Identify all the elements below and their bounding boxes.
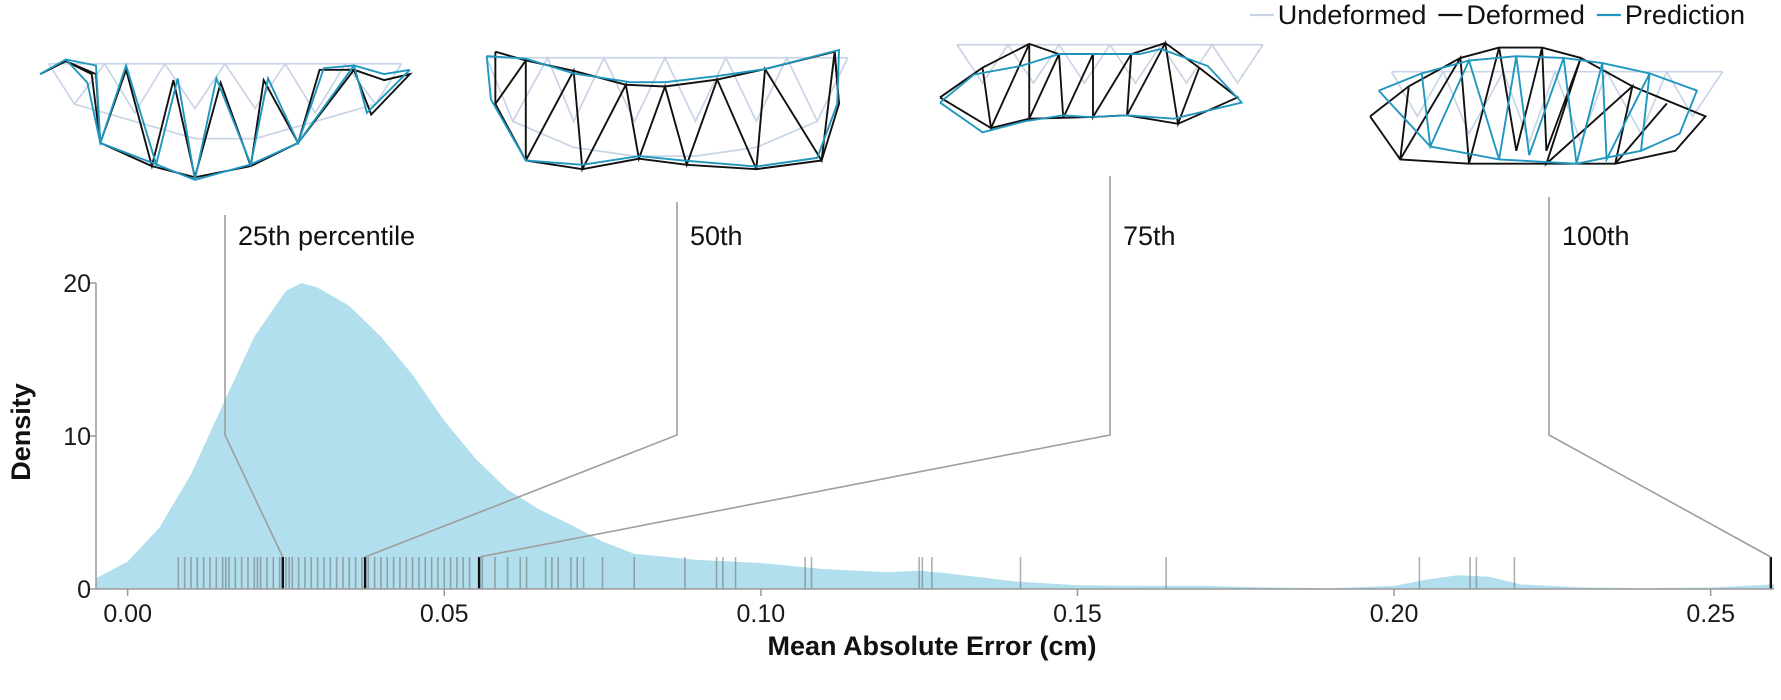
mesh-inset-50th xyxy=(485,48,849,173)
y-tick-label: 0 xyxy=(77,576,91,604)
mesh-inset-100th xyxy=(1369,46,1724,167)
x-tick-label: 0.00 xyxy=(103,600,152,628)
leader-lines xyxy=(224,176,1773,589)
percentile-label: 25th percentile xyxy=(238,221,415,251)
y-axis: 0 10 20 xyxy=(63,270,97,604)
legend-label: Prediction xyxy=(1625,0,1745,30)
y-tick-label: 10 xyxy=(63,423,91,451)
x-axis: 0.00 0.05 0.10 0.15 0.20 0.25 xyxy=(96,588,1774,628)
legend-label: Deformed xyxy=(1466,0,1585,30)
x-tick-label: 0.20 xyxy=(1370,600,1419,628)
rug-marks xyxy=(177,557,1516,589)
leader-line xyxy=(364,202,678,558)
legend: Prediction Deformed Undeformed xyxy=(1249,0,1745,30)
x-tick-label: 0.10 xyxy=(737,600,786,628)
mesh-inset-25th xyxy=(39,58,413,181)
leader-line xyxy=(224,215,284,558)
leader-line xyxy=(478,176,1111,558)
x-tick-label: 0.25 xyxy=(1686,600,1735,628)
percentile-labels: 25th percentile 50th 75th 100th xyxy=(238,221,1630,251)
x-tick-label: 0.15 xyxy=(1053,600,1102,628)
x-axis-title: Mean Absolute Error (cm) xyxy=(767,631,1096,661)
percentile-label: 100th xyxy=(1562,221,1630,251)
mesh-insets xyxy=(39,40,1724,181)
x-tick-label: 0.05 xyxy=(420,600,469,628)
percentile-label: 50th xyxy=(690,221,743,251)
legend-label: Undeformed xyxy=(1278,0,1427,30)
density-area xyxy=(96,283,1774,589)
percentile-label: 75th xyxy=(1123,221,1176,251)
y-tick-label: 20 xyxy=(63,270,91,298)
y-axis-title: Density xyxy=(6,383,36,481)
leader-line xyxy=(1548,197,1772,558)
mesh-inset-75th xyxy=(939,40,1264,134)
